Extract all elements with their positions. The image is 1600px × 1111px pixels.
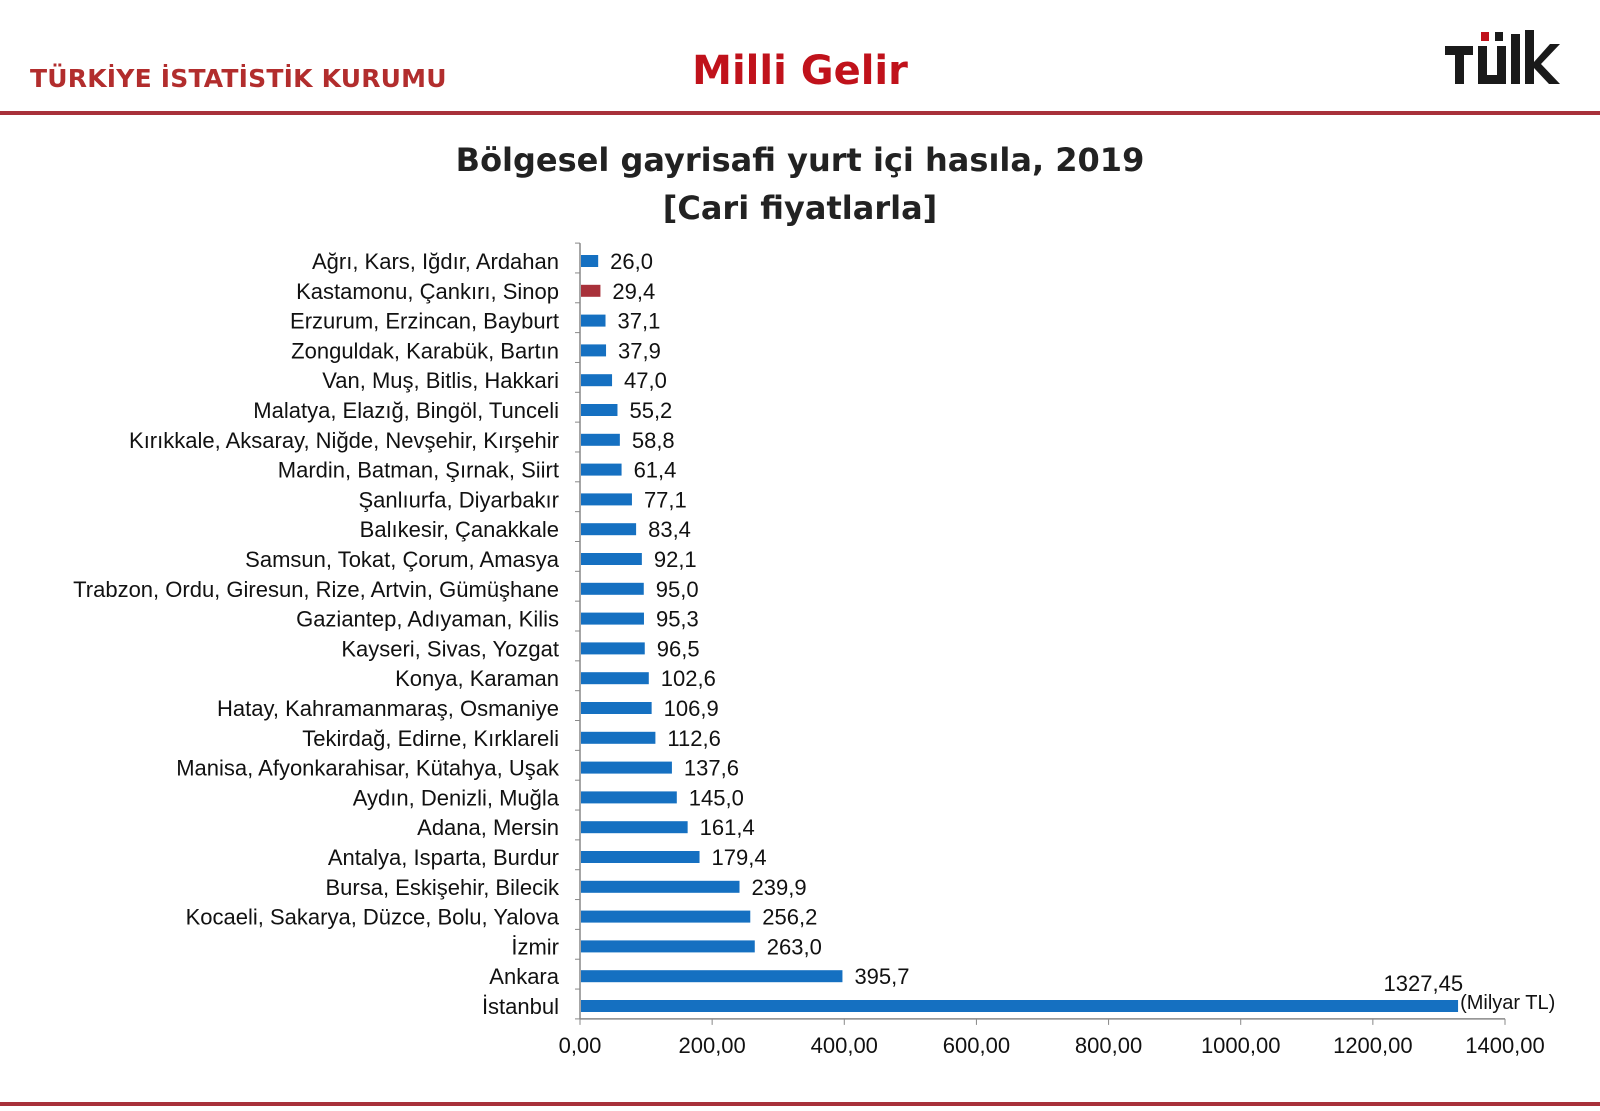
value-label: 263,0 <box>767 934 822 959</box>
value-label: 106,9 <box>664 696 719 721</box>
category-label: Kocaeli, Sakarya, Düzce, Bolu, Yalova <box>186 905 560 930</box>
value-label: 47,0 <box>624 368 667 393</box>
value-label: 83,4 <box>648 517 691 542</box>
bar <box>581 970 843 983</box>
category-label: Erzurum, Erzincan, Bayburt <box>290 309 559 334</box>
value-label: 395,7 <box>854 964 909 989</box>
bar <box>581 255 599 267</box>
value-label: 95,0 <box>656 577 699 602</box>
chart-title-block: Bölgesel gayrisafi yurt içi hasıla, 2019… <box>0 136 1600 232</box>
value-label: 112,6 <box>667 726 720 751</box>
value-label: 26,0 <box>610 249 653 274</box>
category-label: Tekirdağ, Edirne, Kırklareli <box>302 726 559 751</box>
category-label: Manisa, Afyonkarahisar, Kütahya, Uşak <box>176 756 560 781</box>
category-label: Antalya, Isparta, Burdur <box>328 845 559 870</box>
value-label: 58,8 <box>632 428 675 453</box>
category-label: Kastamonu, Çankırı, Sinop <box>296 279 559 304</box>
header-rule <box>0 111 1600 115</box>
category-label: Aydın, Denizli, Muğla <box>353 785 560 810</box>
bar <box>581 404 618 416</box>
value-label: 256,2 <box>762 905 817 930</box>
bar <box>581 851 700 863</box>
value-label: 161,4 <box>700 815 755 840</box>
category-label: Samsun, Tokat, Çorum, Amasya <box>245 547 560 572</box>
value-label: 1327,45 <box>1384 971 1464 996</box>
x-tick-label: 800,00 <box>1075 1033 1142 1058</box>
value-label: 77,1 <box>644 487 687 512</box>
category-label: Balıkesir, Çanakkale <box>360 517 559 542</box>
bar <box>581 880 740 893</box>
value-label: 96,5 <box>657 636 700 661</box>
value-label: 102,6 <box>661 666 716 691</box>
category-label: İzmir <box>511 934 559 959</box>
x-tick-label: 600,00 <box>943 1033 1010 1058</box>
bar <box>581 612 644 625</box>
value-label: 37,1 <box>618 309 661 334</box>
category-label: Kırıkkale, Aksaray, Niğde, Nevşehir, Kır… <box>129 428 559 453</box>
bar <box>581 672 649 685</box>
category-label: Trabzon, Ordu, Giresun, Rize, Artvin, Gü… <box>73 577 559 602</box>
category-label: Kayseri, Sivas, Yozgat <box>341 636 559 661</box>
category-label: Zonguldak, Karabük, Bartın <box>291 338 559 363</box>
category-label: Şanlıurfa, Diyarbakır <box>358 487 559 512</box>
category-label: Mardin, Batman, Şırnak, Siirt <box>278 458 559 483</box>
category-label: Ankara <box>489 964 559 989</box>
bar <box>581 582 644 595</box>
x-tick-label: 400,00 <box>811 1033 878 1058</box>
chart-title: Bölgesel gayrisafi yurt içi hasıla, 2019 <box>455 141 1145 179</box>
category-label: Van, Muş, Bitlis, Hakkari <box>322 368 559 393</box>
footer-rule <box>0 1102 1600 1106</box>
category-label: Konya, Karaman <box>395 666 559 691</box>
value-label: 95,3 <box>656 607 699 632</box>
value-label: 179,4 <box>712 845 767 870</box>
bar <box>581 523 637 536</box>
bar <box>581 463 622 476</box>
chart-subtitle: [Cari fiyatlarla] <box>662 189 938 227</box>
value-label: 137,6 <box>684 756 739 781</box>
x-tick-label: 1000,00 <box>1201 1033 1281 1058</box>
bar <box>581 493 632 506</box>
value-label: 145,0 <box>689 785 744 810</box>
bar <box>581 702 652 714</box>
value-label: 239,9 <box>752 875 807 900</box>
bar <box>581 314 606 327</box>
category-label: Gaziantep, Adıyaman, Kilis <box>296 607 559 632</box>
value-label: 29,4 <box>612 279 655 304</box>
x-tick-label: 200,00 <box>678 1033 745 1058</box>
page-title: Milli Gelir <box>692 48 908 94</box>
value-label: 37,9 <box>618 338 661 363</box>
category-label: İstanbul <box>482 994 559 1019</box>
x-tick-label: 0,00 <box>559 1033 602 1058</box>
bar <box>581 910 751 923</box>
bar <box>581 821 688 834</box>
bar <box>581 284 601 297</box>
x-tick-label: 1400,00 <box>1465 1033 1545 1058</box>
bar <box>581 940 755 953</box>
category-label: Hatay, Kahramanmaraş, Osmaniye <box>217 696 559 721</box>
bar <box>581 374 613 387</box>
bar <box>581 731 656 744</box>
org-name: TÜRKİYE İSTATİSTİK KURUMU <box>30 64 447 93</box>
category-label: Malatya, Elazığ, Bingöl, Tunceli <box>253 398 559 423</box>
x-tick-label: 1200,00 <box>1333 1033 1413 1058</box>
bar <box>581 553 642 565</box>
value-label: 55,2 <box>629 398 672 423</box>
bar <box>581 344 607 357</box>
bar <box>581 433 620 446</box>
tuik-logo <box>1445 30 1560 84</box>
bar <box>581 1000 1459 1012</box>
bar <box>581 642 645 655</box>
unit-label: (Milyar TL) <box>1460 992 1555 1014</box>
value-label: 92,1 <box>654 547 697 572</box>
category-label: Bursa, Eskişehir, Bilecik <box>325 875 560 900</box>
value-label: 61,4 <box>634 458 677 483</box>
bar <box>581 791 677 804</box>
category-label: Ağrı, Kars, Iğdır, Ardahan <box>312 249 559 274</box>
category-label: Adana, Mersin <box>417 815 559 840</box>
bar <box>581 761 672 774</box>
